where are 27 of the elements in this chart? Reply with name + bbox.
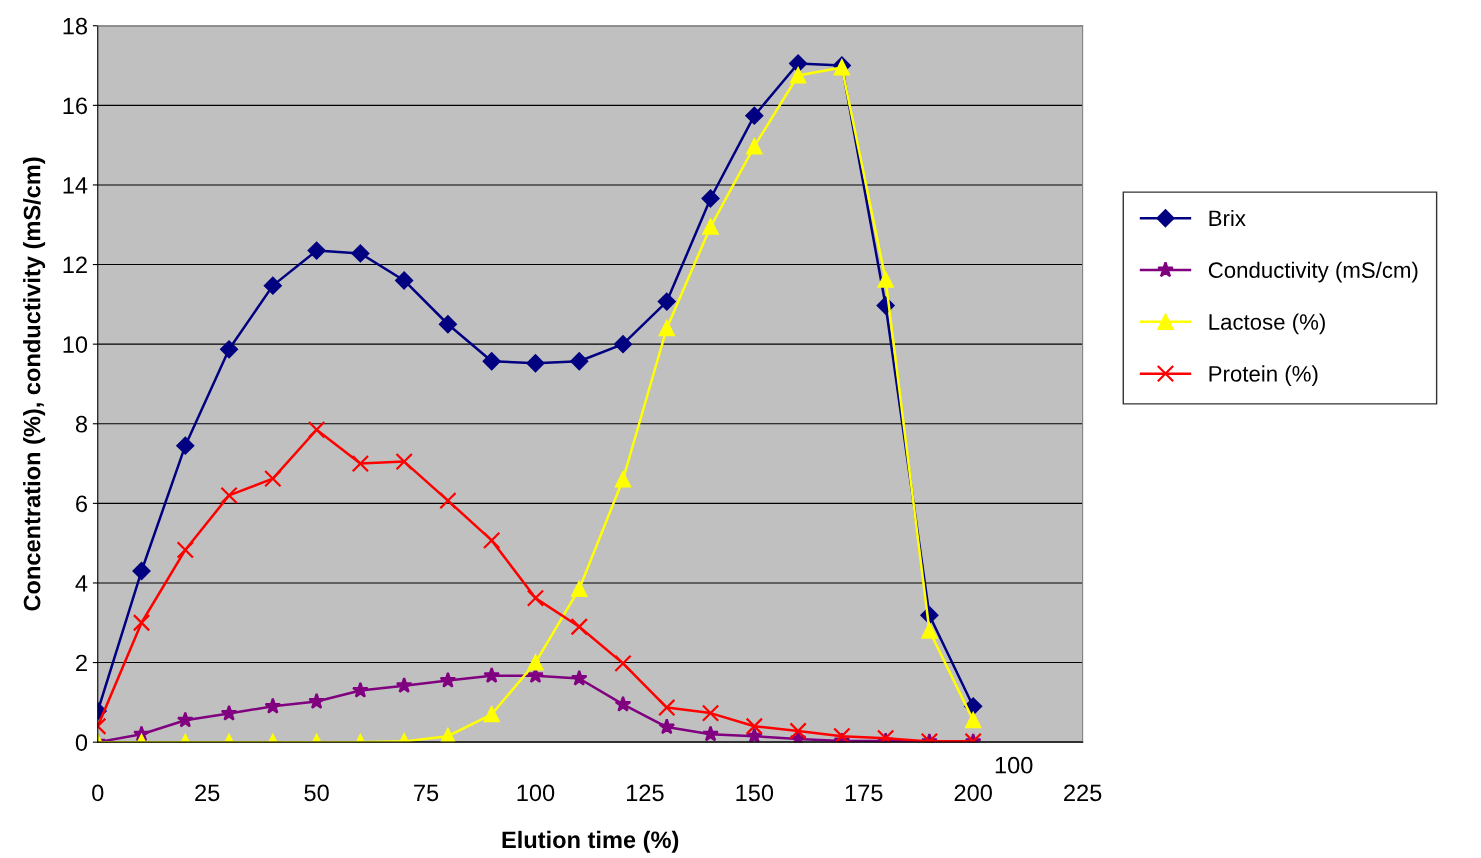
y-tick-label: 0 (75, 734, 88, 751)
x-tick-label: 0 (92, 784, 104, 802)
legend-label: Protein (%) (1209, 365, 1318, 387)
x-tick-label: 75 (414, 784, 439, 802)
x-tick-label: 100 (517, 784, 555, 802)
x-tick-label: 200 (954, 784, 992, 802)
y-tick-label: 10 (63, 336, 88, 353)
x-tick-label: 150 (736, 784, 774, 802)
y-tick-label: 2 (76, 654, 87, 672)
y-tick-label: 4 (75, 575, 88, 592)
x-tick-label: 125 (627, 784, 664, 802)
text: 100 (995, 756, 1033, 774)
legend-label: Lactose (%) (1209, 313, 1325, 335)
y-tick-label: 8 (75, 415, 87, 433)
legend-label: Conductivity (mS/cm) (1208, 261, 1418, 283)
x-tick-label: 225 (1064, 784, 1102, 802)
x-tick-label: 25 (195, 784, 220, 802)
y-tick-label: 14 (63, 177, 88, 194)
x-tick-label: 175 (845, 784, 883, 802)
legend-label: Brix (1209, 209, 1246, 226)
x-axis-title: Elution time (%) (502, 830, 679, 853)
y-tick-label: 18 (63, 17, 87, 35)
y-tick-label: 6 (76, 495, 87, 513)
y-axis-title: Concentration (%), conductivity (mS/cm) (23, 157, 46, 611)
y-tick-label: 12 (63, 256, 87, 274)
y-tick-label: 16 (63, 97, 87, 115)
x-tick-label: 50 (304, 784, 329, 802)
